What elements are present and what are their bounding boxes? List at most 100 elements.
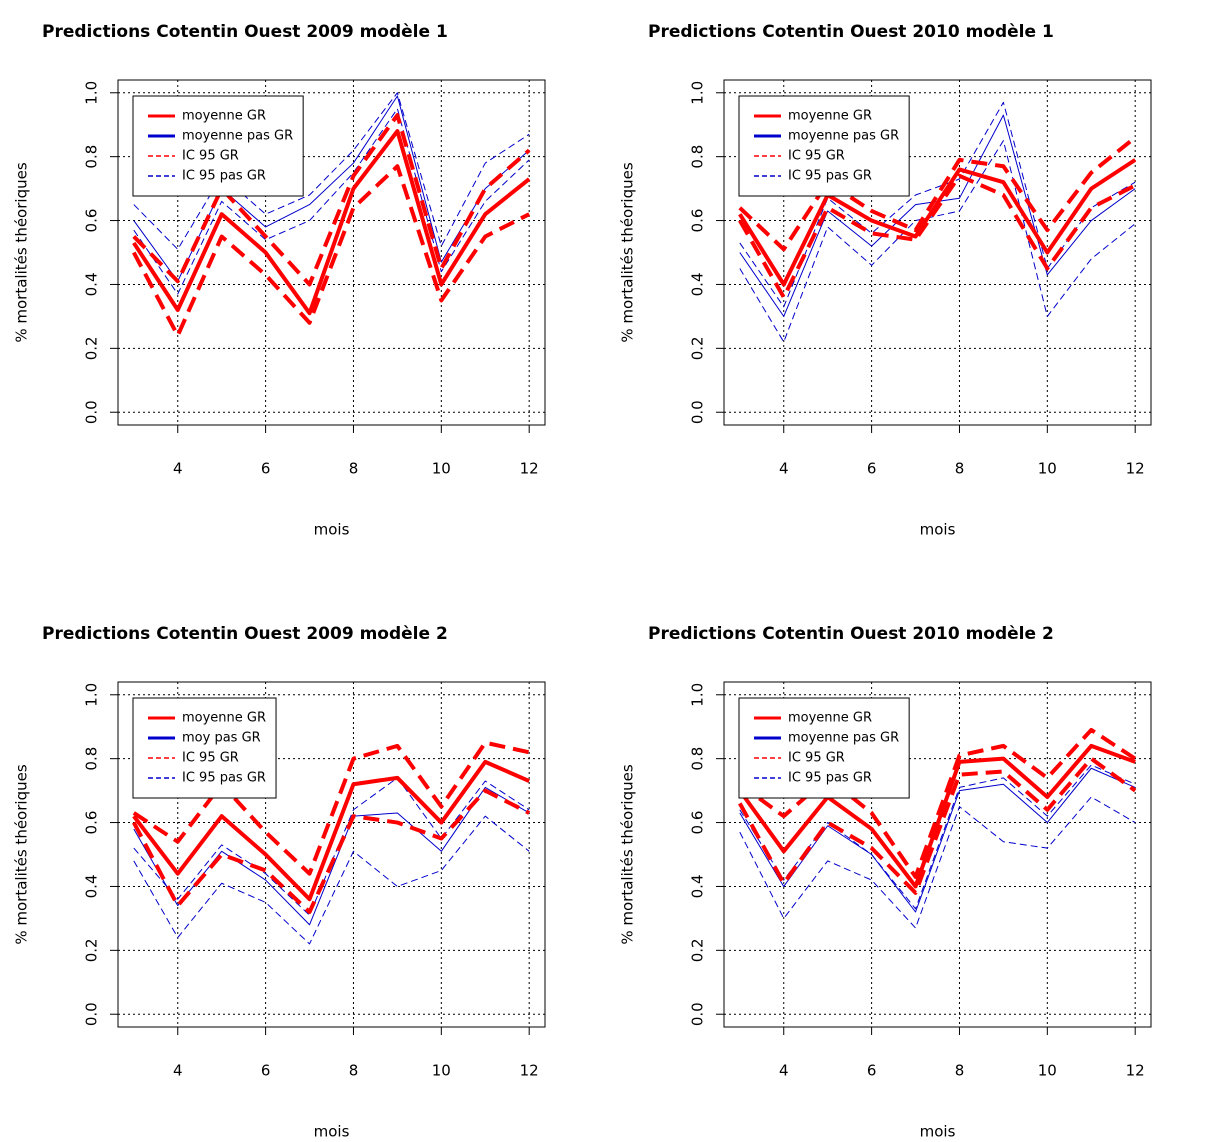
legend-label: moyenne GR — [182, 109, 266, 124]
series-line — [132, 740, 530, 876]
plot-frame — [117, 681, 546, 1028]
y-tick-label: 0.8 — [83, 145, 101, 169]
y-tick-label: 0.6 — [83, 209, 101, 233]
x-axis-label: mois — [920, 521, 956, 539]
chart-title: Predictions Cotentin Ouest 2009 modèle 1 — [42, 22, 448, 42]
y-tick-label: 0.2 — [83, 336, 101, 360]
legend-box — [132, 697, 277, 799]
x-tick-label: 12 — [520, 1062, 539, 1080]
series-line — [132, 759, 530, 902]
y-tick-label: 0.6 — [689, 209, 707, 233]
x-tick-label: 8 — [955, 1062, 965, 1080]
x-tick-label: 8 — [349, 1062, 359, 1080]
x-tick-label: 8 — [955, 460, 965, 478]
chart-title: Predictions Cotentin Ouest 2009 modèle 2 — [42, 624, 448, 644]
y-tick-label: 0.8 — [83, 747, 101, 771]
legend-box — [132, 95, 304, 197]
series-line — [132, 129, 531, 316]
series-line — [739, 796, 1136, 929]
series-line — [738, 743, 1136, 889]
panel: Predictions Cotentin Ouest 2009 modèle 1… — [13, 22, 546, 539]
y-tick-label: 0.8 — [689, 747, 707, 771]
y-tick-label: 0.8 — [689, 145, 707, 169]
series-line — [133, 95, 530, 282]
x-axis-label: mois — [920, 1123, 956, 1141]
series-line — [738, 173, 1137, 300]
chart-title: Predictions Cotentin Ouest 2010 modèle 2 — [648, 624, 1054, 644]
x-axis-label: mois — [314, 521, 350, 539]
legend-label: moy pas GR — [182, 731, 261, 746]
plot-frame — [723, 681, 1152, 1028]
y-axis-label: % mortalités théoriques — [13, 162, 31, 342]
x-tick-label: 8 — [349, 460, 359, 478]
legend-box — [738, 697, 910, 799]
x-tick-label: 6 — [867, 460, 877, 478]
legend-label: moyenne GR — [788, 711, 872, 726]
legend-label: IC 95 pas GR — [788, 771, 872, 786]
y-tick-label: 0.0 — [83, 1002, 101, 1026]
series-line — [738, 135, 1137, 252]
x-tick-label: 4 — [779, 460, 789, 478]
legend-label: moyenne GR — [182, 711, 266, 726]
series-line — [132, 788, 531, 914]
panel: Predictions Cotentin Ouest 2010 modèle 2… — [619, 624, 1152, 1141]
y-tick-label: 0.0 — [83, 400, 101, 424]
legend-label: IC 95 GR — [788, 149, 845, 164]
y-axis-label: % mortalités théoriques — [619, 764, 637, 944]
legend-label: IC 95 GR — [182, 149, 239, 164]
x-tick-label: 12 — [520, 460, 539, 478]
y-tick-label: 0.2 — [689, 938, 707, 962]
x-tick-label: 10 — [432, 460, 451, 478]
series-line — [739, 764, 1136, 910]
legend-label: IC 95 pas GR — [788, 169, 872, 184]
chart-title: Predictions Cotentin Ouest 2010 modèle 1 — [648, 22, 1054, 42]
legend-label: IC 95 pas GR — [182, 169, 266, 184]
legend-label: moyenne pas GR — [182, 129, 293, 144]
series-line — [133, 777, 530, 916]
x-tick-label: 6 — [261, 1062, 271, 1080]
x-tick-label: 6 — [261, 460, 271, 478]
y-tick-label: 0.0 — [689, 1002, 707, 1026]
series-line — [132, 164, 531, 338]
y-tick-label: 0.4 — [83, 273, 101, 297]
x-tick-label: 10 — [432, 1062, 451, 1080]
y-tick-label: 1.0 — [689, 81, 707, 105]
series-line — [738, 756, 1137, 895]
y-tick-label: 1.0 — [689, 683, 707, 707]
y-tick-label: 0.6 — [689, 811, 707, 835]
y-axis-label: % mortalités théoriques — [619, 162, 637, 342]
x-tick-label: 4 — [173, 1062, 183, 1080]
series-line — [739, 140, 1136, 343]
y-tick-label: 0.6 — [83, 811, 101, 835]
panel: Predictions Cotentin Ouest 2010 modèle 1… — [619, 22, 1152, 539]
x-tick-label: 10 — [1038, 460, 1057, 478]
plot-frame — [723, 79, 1152, 426]
x-tick-label: 4 — [173, 460, 183, 478]
legend-label: moyenne GR — [788, 109, 872, 124]
series-line — [738, 158, 1137, 287]
x-axis-label: mois — [314, 1123, 350, 1141]
x-tick-label: 12 — [1126, 460, 1145, 478]
y-axis-label: % mortalités théoriques — [13, 764, 31, 944]
legend-box — [738, 95, 910, 197]
y-tick-label: 0.4 — [689, 273, 707, 297]
panel: Predictions Cotentin Ouest 2009 modèle 2… — [13, 624, 546, 1141]
plot-frame — [117, 79, 546, 426]
x-tick-label: 10 — [1038, 1062, 1057, 1080]
series-line — [133, 92, 530, 250]
legend-label: moyenne pas GR — [788, 129, 899, 144]
x-tick-label: 12 — [1126, 1062, 1145, 1080]
y-tick-label: 1.0 — [83, 81, 101, 105]
y-tick-label: 0.2 — [83, 938, 101, 962]
legend-label: IC 95 GR — [182, 751, 239, 766]
x-tick-label: 6 — [867, 1062, 877, 1080]
x-tick-label: 4 — [779, 1062, 789, 1080]
y-tick-label: 0.2 — [689, 336, 707, 360]
y-tick-label: 1.0 — [83, 683, 101, 707]
series-line — [133, 108, 530, 295]
y-tick-label: 0.0 — [689, 400, 707, 424]
y-tick-label: 0.4 — [689, 875, 707, 899]
y-tick-label: 0.4 — [83, 875, 101, 899]
legend-label: IC 95 pas GR — [182, 771, 266, 786]
